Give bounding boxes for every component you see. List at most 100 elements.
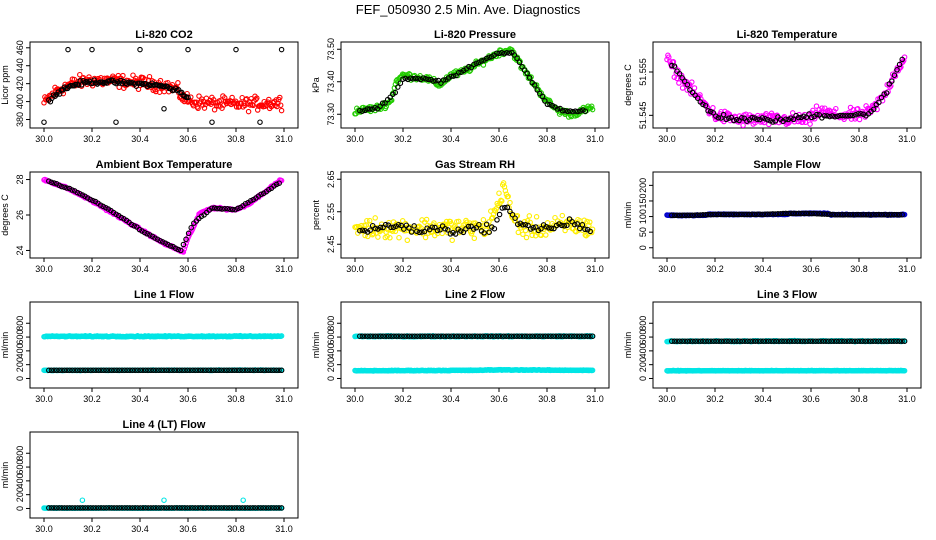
panel-co2: Li-820 CO2 Licor ppm 30.0 30.2 30.4 30.6 30.8 3… — [0, 29, 299, 144]
data-point-avg — [718, 211, 724, 218]
x-tick-label: 30.0 — [35, 524, 53, 534]
y-tick-label: 400 — [15, 343, 25, 358]
x-tick-label: 30.6 — [490, 394, 508, 404]
data-point-avg — [896, 61, 903, 68]
y-tick-label: 420 — [15, 76, 25, 91]
data-point-avg — [676, 70, 683, 77]
data-point-avg — [229, 367, 235, 374]
data-point-avg — [420, 75, 426, 81]
data-point-avg — [539, 93, 546, 100]
data-point-avg — [684, 81, 691, 88]
x-tick-label: 30.6 — [179, 134, 197, 144]
data-point-avg — [188, 224, 194, 231]
data-point-avg — [749, 211, 755, 218]
data-point-avg — [738, 211, 745, 218]
y-tick-label: 73.30 — [326, 103, 336, 126]
data-point-avg — [132, 367, 138, 374]
data-point-avg — [247, 367, 253, 374]
data-point-raw — [833, 105, 839, 112]
data-point-avg — [185, 230, 192, 237]
y-axis-label: ml/min — [311, 332, 321, 359]
data-point-avg — [456, 333, 462, 339]
data-point-avg — [524, 333, 530, 339]
data-point-avg — [114, 367, 120, 374]
data-point-raw — [375, 234, 381, 240]
x-tick-label: 31.0 — [586, 394, 604, 404]
data-point-avg — [434, 227, 441, 234]
data-point-raw — [520, 231, 526, 238]
data-point-avg — [235, 205, 241, 212]
data-point-avg — [359, 333, 366, 339]
data-point-avg — [544, 101, 551, 108]
x-tick-label: 30.6 — [802, 134, 820, 144]
data-point-avg — [74, 505, 81, 511]
data-point-avg — [837, 211, 843, 218]
data-point-avg — [770, 211, 776, 217]
data-point-raw — [422, 234, 429, 241]
data-point-avg — [265, 367, 272, 374]
panel-pressure: Li-820 Pressure kPa 30.0 30.2 30.4 30.6 30.8 31… — [311, 29, 610, 144]
data-points — [352, 46, 596, 120]
data-point-avg — [836, 338, 842, 344]
plot-frame — [29, 41, 299, 129]
data-point-avg — [542, 98, 548, 104]
data-point-avg — [137, 367, 144, 374]
data-point-avg — [763, 338, 769, 344]
data-point-avg — [108, 367, 115, 374]
data-point-avg — [534, 87, 540, 93]
data-point-avg — [702, 212, 709, 218]
data-point-avg — [155, 367, 162, 374]
data-point-avg — [764, 117, 771, 123]
data-point-avg — [461, 333, 468, 339]
data-point-avg — [771, 338, 777, 344]
data-point-avg — [276, 505, 282, 511]
data-point-raw — [428, 229, 434, 236]
data-point-avg — [258, 191, 264, 198]
data-point-avg — [106, 505, 112, 511]
data-point-avg — [516, 333, 523, 339]
data-point-avg — [516, 59, 523, 66]
y-tick-label: 2.45 — [326, 235, 336, 253]
data-point-avg — [582, 108, 589, 114]
data-point-avg — [90, 505, 97, 511]
data-point-avg — [832, 114, 838, 120]
x-tick-label: 31.0 — [586, 264, 604, 274]
data-point-avg — [790, 210, 797, 217]
plot-frame — [340, 41, 610, 129]
y-tick-label: 24 — [15, 245, 25, 255]
data-point-avg — [216, 205, 223, 212]
x-tick-label: 30.4 — [754, 394, 772, 404]
data-point-avg — [260, 505, 267, 511]
data-point-avg — [707, 211, 714, 218]
data-point-avg — [187, 367, 193, 374]
data-point-sample — [901, 367, 908, 374]
data-point-avg — [741, 211, 748, 218]
data-point-avg — [705, 108, 711, 114]
data-point-avg — [377, 333, 384, 339]
data-point-avg — [221, 367, 227, 374]
x-tick-label: 30.4 — [131, 524, 149, 534]
data-point-avg — [880, 338, 887, 344]
data-point-avg — [223, 505, 230, 511]
data-point-flags — [89, 46, 95, 53]
data-point-avg — [493, 50, 500, 56]
panel-line3: Line 3 Flow ml/min 30.0 30.2 30.4 30.6 30.8 31.… — [623, 289, 922, 404]
data-point-avg — [687, 212, 693, 219]
data-point-avg — [179, 505, 185, 511]
data-point-avg — [558, 222, 565, 229]
data-point-raw — [543, 232, 549, 238]
data-point-raw — [892, 73, 899, 79]
data-point-raw — [807, 121, 813, 127]
data-point-avg — [134, 505, 141, 511]
data-point-avg — [87, 367, 94, 374]
data-point-avg — [868, 211, 874, 218]
data-point-avg — [713, 338, 720, 344]
data-point-avg — [577, 225, 583, 232]
data-point-avg — [465, 223, 472, 230]
data-point-avg — [821, 211, 828, 217]
data-point-avg — [273, 367, 280, 374]
data-point-avg — [471, 61, 477, 68]
data-point-avg — [175, 246, 181, 253]
data-point-raw — [855, 106, 861, 112]
data-point-avg — [161, 505, 167, 511]
